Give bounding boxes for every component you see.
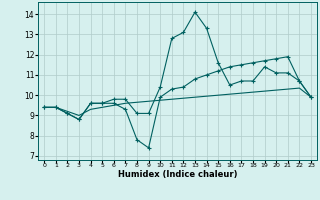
X-axis label: Humidex (Indice chaleur): Humidex (Indice chaleur) [118, 170, 237, 179]
